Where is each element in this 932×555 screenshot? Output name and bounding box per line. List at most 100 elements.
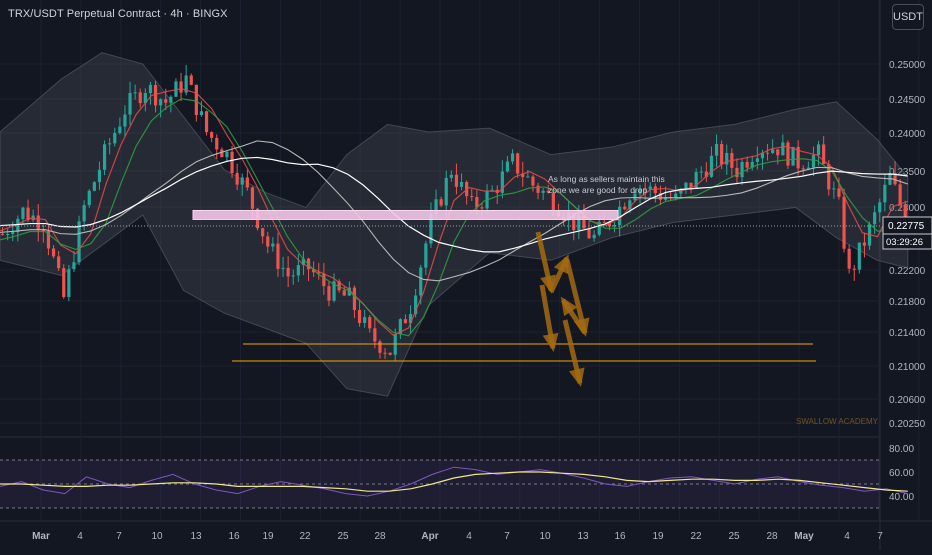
bollinger-band: [0, 52, 909, 397]
candle-body: [373, 328, 377, 342]
candle-body: [531, 176, 535, 186]
candle-body: [363, 317, 367, 323]
candle-body: [480, 207, 484, 209]
candle-body: [41, 229, 45, 232]
candle-body: [261, 228, 265, 237]
time-axis-label: 16: [614, 531, 626, 542]
chart-title: TRX/USDT Perpetual Contract · 4h · BINGX: [8, 8, 228, 20]
candle-body: [113, 133, 117, 144]
candle-body: [516, 153, 520, 174]
candle-body: [240, 177, 244, 185]
candle-body: [77, 221, 81, 263]
candle-body: [653, 186, 657, 194]
price-axis-label: 0.22200: [889, 266, 926, 277]
candle-body: [623, 206, 627, 210]
candle-body: [357, 310, 362, 323]
ma-slow-line: [0, 156, 908, 253]
candle-body: [102, 144, 107, 170]
candle-body: [776, 149, 780, 156]
candle-body: [235, 172, 239, 185]
candle-body: [618, 206, 622, 226]
candle-body: [368, 317, 372, 329]
candle-body: [143, 93, 147, 104]
arrow-head: [560, 296, 578, 317]
candle-body: [720, 144, 724, 165]
candle-body: [322, 273, 326, 287]
candle-body: [842, 196, 846, 249]
candle-body: [332, 281, 336, 301]
candle-body: [87, 190, 91, 206]
countdown-label: 03:29:26: [886, 237, 923, 248]
candle-body: [398, 319, 402, 335]
candle-body: [16, 218, 20, 233]
candle-body: [123, 114, 127, 127]
candle-body: [128, 93, 132, 115]
time-axis-label: 28: [766, 531, 778, 542]
candle-body: [245, 177, 249, 188]
candle-body: [827, 164, 831, 190]
price-axis-label: 0.21000: [889, 362, 926, 373]
candle-body: [352, 287, 357, 311]
annotation-note-line-1: As long as sellers maintain this: [548, 174, 665, 184]
candle-body: [189, 75, 193, 85]
time-axis-label: 10: [539, 531, 551, 542]
candle-body: [388, 352, 392, 355]
ma-slow-line-gray: [0, 140, 908, 282]
candle-body: [72, 262, 76, 270]
watermark: SWALLOW ACADEMY: [796, 417, 879, 426]
candle-body: [577, 215, 581, 231]
time-axis-label: 7: [116, 531, 122, 542]
candle-body: [225, 151, 229, 158]
time-axis-label: 13: [577, 531, 589, 542]
candle-body: [781, 142, 785, 156]
candle-body: [383, 352, 387, 354]
candle-body: [108, 143, 112, 145]
time-axis-label: 4: [466, 531, 472, 542]
price-axis-label: 0.21400: [889, 328, 926, 339]
price-axis-label: 0.21800: [889, 297, 926, 308]
candle-body: [811, 155, 816, 168]
arrow-head: [568, 367, 585, 387]
candle-body: [57, 256, 61, 269]
candle-body: [663, 197, 668, 200]
candle-body: [765, 152, 770, 154]
candle-body: [740, 161, 744, 178]
candle-body: [883, 184, 887, 203]
candle-body: [194, 84, 198, 115]
candle-body: [62, 268, 66, 297]
candle-body: [21, 207, 25, 219]
candle-body: [796, 147, 800, 169]
candle-body: [873, 212, 877, 225]
candle-body: [470, 196, 474, 198]
projection-arrow-2: [548, 254, 570, 294]
candle-body: [893, 173, 897, 185]
candle-body: [709, 155, 714, 177]
arrow-head: [542, 332, 559, 352]
price-axis-label: 0.25000: [889, 60, 926, 71]
candle-body: [526, 176, 530, 178]
candle-body: [725, 152, 729, 165]
time-axis-label: 25: [728, 531, 740, 542]
candle-body: [806, 167, 810, 169]
resistance-zone: [192, 209, 619, 220]
candle-body: [434, 199, 438, 214]
currency-button[interactable]: USDT: [892, 4, 924, 30]
candle-body: [745, 161, 749, 168]
candle-body: [638, 188, 642, 194]
candle-body: [296, 265, 300, 276]
candle-body: [153, 85, 158, 106]
candle-body: [169, 96, 173, 103]
projection-arrow-4: [560, 296, 588, 335]
candle-body: [429, 213, 433, 244]
candle-body: [36, 215, 40, 230]
countdown-badge: [882, 233, 932, 250]
candle-body: [658, 193, 663, 200]
candle-body: [551, 192, 555, 212]
time-axis-label: 19: [652, 531, 664, 542]
candle-body: [215, 137, 219, 150]
candle-body: [378, 341, 382, 353]
price-axis-label: 0.24000: [889, 129, 926, 140]
candle-body: [250, 187, 255, 209]
